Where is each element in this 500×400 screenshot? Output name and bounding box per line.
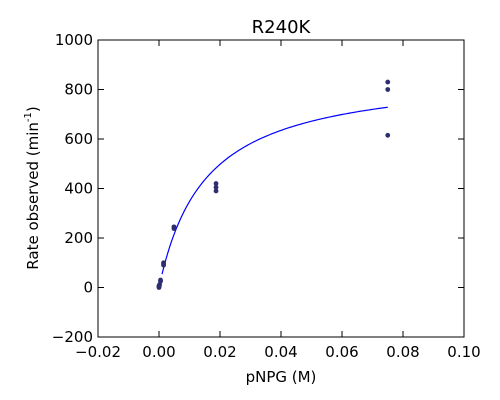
y-axis-label: Rate observed (min-1) bbox=[23, 106, 42, 269]
x-tick-label: 0.00 bbox=[142, 343, 175, 361]
y-axis-ticks: −200 0 200 400 600 800 1000 bbox=[52, 31, 464, 346]
data-point bbox=[385, 79, 391, 85]
y-tick-label: 400 bbox=[64, 180, 93, 198]
data-point bbox=[385, 87, 391, 92]
x-tick-label: 0.04 bbox=[264, 343, 297, 361]
data-point bbox=[213, 181, 219, 186]
x-tick-label: −0.02 bbox=[75, 343, 121, 361]
x-tick-label: 0.02 bbox=[203, 343, 236, 361]
chart-title: R240K bbox=[252, 17, 312, 38]
data-point bbox=[161, 260, 166, 266]
y-tick-label: 800 bbox=[64, 81, 93, 99]
y-tick-label: 600 bbox=[64, 130, 93, 148]
x-tick-label: 0.08 bbox=[386, 343, 419, 361]
data-layer bbox=[156, 79, 391, 290]
data-point bbox=[158, 277, 163, 283]
y-tick-label: −200 bbox=[52, 328, 93, 346]
data-point bbox=[213, 184, 219, 190]
y-tick-label: 1000 bbox=[55, 31, 93, 49]
x-tick-label: 0.10 bbox=[447, 343, 480, 361]
plot-frame bbox=[97, 39, 465, 338]
data-point bbox=[171, 224, 177, 230]
x-axis-ticks: −0.02 0.00 0.02 0.04 0.06 0.08 0.10 bbox=[75, 40, 481, 361]
y-tick-label: 200 bbox=[64, 229, 93, 247]
fit-curve bbox=[161, 106, 388, 275]
data-point bbox=[385, 132, 391, 138]
y-tick-label: 0 bbox=[83, 279, 93, 297]
x-tick-label: 0.06 bbox=[325, 343, 358, 361]
x-axis-label: pNPG (M) bbox=[246, 368, 317, 386]
data-point bbox=[213, 188, 219, 194]
